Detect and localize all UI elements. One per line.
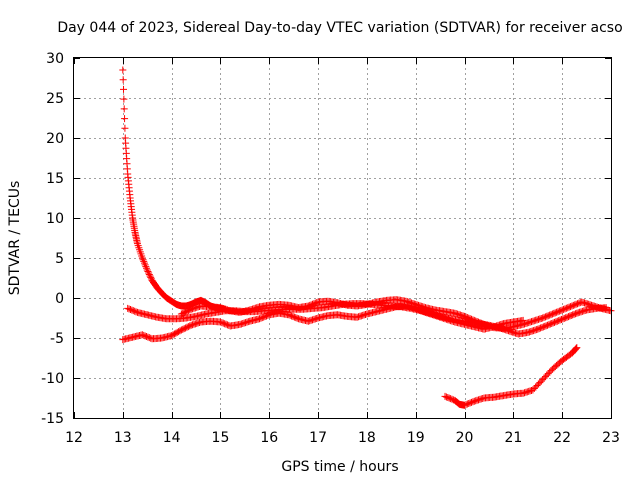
y-tick-label: 25	[46, 91, 64, 107]
data-point	[147, 273, 155, 281]
y-axis-label: SDTVAR / TECUs	[7, 181, 23, 296]
tick-layer: 12 13 14 15 16 17 18 19 20 21 22 23 -15 -10 -5 0 5 10 15 20…	[41, 51, 620, 446]
y-tick-label: 5	[55, 251, 64, 267]
y-tick-label: 30	[46, 51, 64, 67]
y-tick-label: 0	[55, 291, 64, 307]
data-point	[143, 266, 151, 274]
y-tick-label: 10	[46, 211, 64, 227]
y-tick-label: -15	[41, 411, 64, 427]
series-sat-e	[441, 344, 581, 409]
data-point	[145, 270, 153, 278]
x-axis-label: GPS time / hours	[281, 459, 398, 475]
x-tick-label: 21	[504, 430, 522, 446]
data-point	[140, 257, 148, 265]
y-tick-label: -10	[41, 371, 64, 387]
x-tick-label: 17	[309, 430, 327, 446]
data-point	[120, 105, 128, 113]
series-sat-a	[119, 66, 229, 313]
x-tick-label: 13	[114, 430, 132, 446]
data-point	[120, 95, 128, 103]
plot-frame	[73, 57, 612, 419]
data-point	[139, 256, 147, 264]
x-tick-label: 14	[163, 430, 181, 446]
data-point	[145, 269, 153, 277]
x-tick-label: 18	[358, 430, 376, 446]
x-tick-label: 15	[212, 430, 230, 446]
data-point	[141, 261, 149, 269]
data-point	[571, 345, 579, 353]
x-tick-label: 20	[456, 430, 474, 446]
x-tick-label: 12	[65, 430, 83, 446]
x-tick-label: 19	[407, 430, 425, 446]
data-point	[143, 264, 151, 272]
data-point	[119, 76, 127, 84]
x-tick-label: 23	[602, 430, 620, 446]
data-point	[120, 85, 128, 93]
data-point	[573, 344, 581, 352]
x-tick-label: 22	[553, 430, 571, 446]
x-tick-label: 16	[260, 430, 278, 446]
data-point	[138, 254, 146, 262]
chart-title: Day 044 of 2023, Sidereal Day-to-day VTE…	[57, 20, 622, 36]
y-tick-label: 15	[46, 171, 64, 187]
series-sat-c	[119, 302, 527, 344]
data-point	[146, 272, 154, 280]
data-point	[144, 267, 152, 275]
points-layer	[119, 66, 615, 409]
data-point	[121, 124, 129, 132]
data-point	[119, 66, 127, 74]
y-tick-label: -5	[50, 331, 64, 347]
data-point	[142, 263, 150, 271]
y-tick-label: 20	[46, 131, 64, 147]
series-sat-d	[177, 296, 615, 332]
data-point	[121, 115, 129, 123]
grid-layer	[74, 58, 611, 418]
data-point	[140, 259, 148, 267]
data-point	[572, 344, 580, 352]
